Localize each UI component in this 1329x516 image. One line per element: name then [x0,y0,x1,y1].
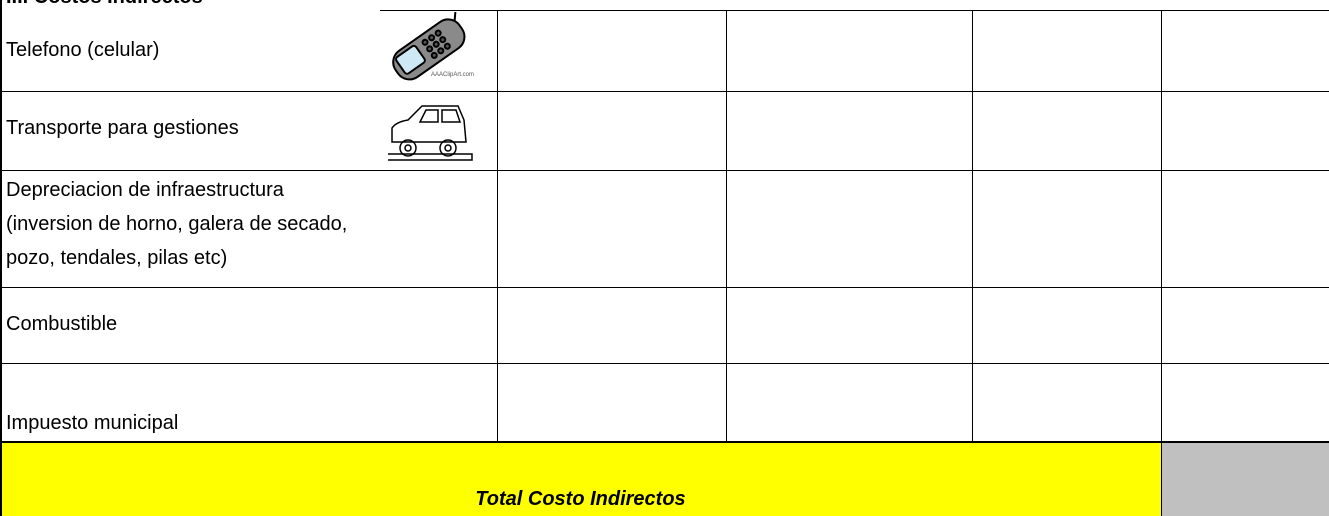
row-label: Telefono (celular) [6,39,160,61]
grid-line [0,287,1329,288]
grid-line [972,10,973,441]
phone-icon: AAAClipArt.com [392,12,474,81]
row-label: Combustible [6,313,118,335]
grid-line [0,363,1329,364]
total-value-cell [1161,441,1329,516]
grid-line [0,170,1329,171]
grid-line [0,441,1329,443]
row-label: Depreciacion de infraestructura [6,179,284,201]
grid-line [0,0,2,516]
row-label: Transporte para gestiones [6,117,239,139]
section-title: III. Costos Indirectos [6,0,203,9]
row-label: (inversion de horno, galera de secado, [6,213,348,235]
grid-line [1161,441,1162,516]
grid-line [380,10,1329,11]
grid-line [1161,10,1162,441]
grid-line [497,10,498,441]
grid-line [726,10,727,441]
row-label: Impuesto municipal [6,412,179,434]
row-label: pozo, tendales, pilas etc) [6,247,228,269]
car-icon [388,105,473,161]
grid-line [0,91,1329,92]
icon-watermark: AAAClipArt.com [431,72,474,78]
total-cell [0,441,1161,516]
total-label: Total Costo Indirectos [475,488,686,510]
